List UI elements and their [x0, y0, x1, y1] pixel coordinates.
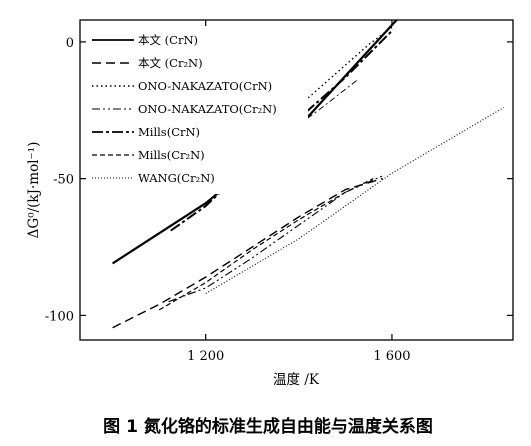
y-tick-label-1: -50: [53, 173, 74, 188]
series-line-4: [170, 30, 393, 232]
legend-label-6: WANG(Cr₂N): [138, 171, 215, 185]
legend-backdrop: [86, 26, 308, 194]
x-axis-title: 温度 /K: [273, 372, 320, 388]
legend-label-1: 本文 (Cr₂N): [138, 56, 203, 70]
figure-caption: 图 1 氮化铬的标准生成自由能与温度关系图: [103, 416, 433, 437]
y-tick-label-2: -100: [45, 309, 74, 324]
x-tick-label-1: 1 600: [373, 349, 410, 364]
series-line-1: [112, 177, 383, 329]
legend-label-2: ONO-NAKAZATO(CrN): [138, 79, 272, 93]
y-tick-label-0: 0: [66, 36, 74, 51]
x-tick-label-0: 1 200: [187, 349, 224, 364]
legend-label-3: ONO-NAKAZATO(Cr₂N): [138, 102, 277, 116]
series-line-5: [158, 178, 374, 311]
plot-frame: [79, 19, 514, 341]
legend: 本文 (CrN) 本文 (Cr₂N) ONO-NAKAZATO(CrN) ONO-NA…: [92, 33, 277, 185]
legend-label-4: Mills(CrN): [138, 125, 200, 139]
legend-label-0: 本文 (CrN): [138, 33, 198, 47]
y-axis-title: ΔG⁰/(kJ·mol⁻¹): [26, 142, 42, 239]
tick-layer: 1 200 1 600 0 -50 -100: [45, 20, 513, 364]
legend-label-5: Mills(Cr₂N): [138, 148, 205, 162]
series-line-3: [168, 175, 383, 303]
